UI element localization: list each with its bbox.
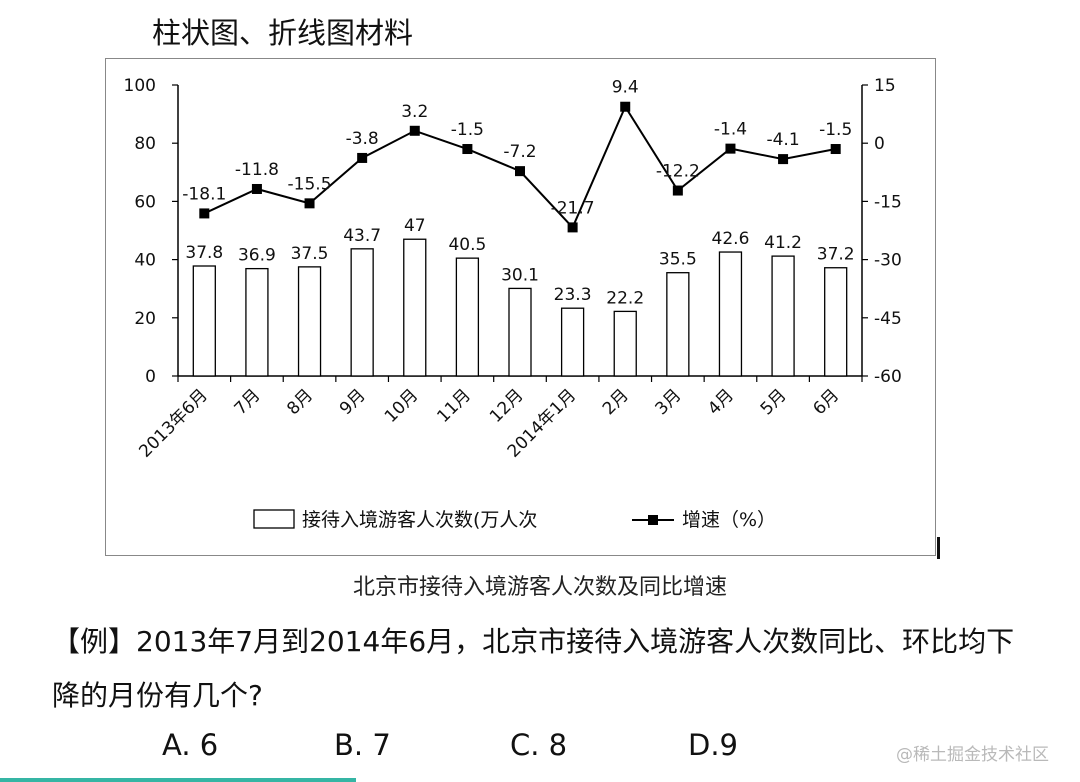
page-heading: 柱状图、折线图材料: [152, 16, 414, 50]
x-category-label: 2013年6月: [135, 385, 211, 461]
x-category-label: 10月: [381, 385, 422, 426]
legend-line-label: 增速（%）: [682, 509, 776, 531]
bar-value-label: 30.1: [501, 265, 539, 285]
question-text: 【例】2013年7月到2014年6月，北京市接待入境游客人次数同比、环比均下降的…: [52, 625, 1015, 712]
growth-value-label: -12.2: [656, 162, 700, 182]
x-category-label: 5月: [757, 385, 791, 419]
watermark: @稀土掘金技术社区: [896, 745, 1049, 765]
bar: [718, 251, 743, 377]
bar-value-label: 40.5: [448, 235, 486, 255]
bar: [508, 287, 532, 377]
bar-value-label: 41.2: [764, 233, 802, 253]
growth-value-label: -1.4: [714, 120, 747, 140]
bar-value-label: 35.5: [659, 250, 697, 270]
right-tick-label: -30: [874, 251, 902, 271]
bottom-accent-line: [0, 778, 356, 782]
bar: [666, 272, 690, 377]
left-tick-label: 60: [134, 192, 156, 212]
bar-value-label: 37.5: [291, 244, 329, 264]
growth-point: [830, 144, 841, 155]
bar: [297, 266, 322, 377]
option-a[interactable]: A. 6: [162, 728, 219, 762]
growth-value-label: 3.2: [401, 102, 428, 122]
growth-point: [672, 185, 683, 196]
left-tick-label: 0: [145, 367, 156, 387]
legend-bar-label: 接待入境游客人次数(万人次: [302, 509, 537, 531]
growth-value-label: -1.5: [451, 120, 484, 140]
bar-value-label: 37.2: [817, 245, 855, 265]
growth-point: [304, 198, 315, 209]
right-tick-label: -60: [874, 367, 902, 387]
growth-value-label: -7.2: [503, 142, 536, 162]
legend-line-marker: [648, 515, 658, 525]
growth-point: [567, 222, 578, 233]
x-category-label: 11月: [433, 385, 474, 426]
growth-value-label: -21.7: [551, 198, 595, 218]
bar: [613, 310, 637, 377]
option-d[interactable]: D.9: [688, 728, 738, 762]
option-b[interactable]: B. 7: [334, 728, 391, 762]
left-tick-label: 80: [134, 134, 156, 154]
bar: [824, 267, 848, 377]
right-tick-label: -45: [874, 309, 902, 329]
growth-point: [357, 152, 368, 163]
growth-point: [515, 166, 525, 177]
bar: [403, 238, 427, 377]
x-category-label: 2月: [599, 385, 633, 419]
bar: [560, 307, 585, 377]
right-tick-label: 0: [874, 134, 885, 154]
growth-value-label: -11.8: [235, 160, 279, 180]
growth-point: [409, 125, 420, 136]
right-tick-label: -15: [874, 192, 902, 212]
bar-value-label: 23.3: [554, 285, 592, 305]
growth-point: [725, 143, 736, 154]
bar-value-label: 42.6: [712, 229, 750, 249]
right-tick-label: 15: [874, 76, 896, 96]
left-tick-label: 20: [134, 309, 156, 329]
chart-caption: 北京市接待入境游客人次数及同比增速: [352, 575, 727, 600]
bar: [350, 248, 374, 377]
growth-point: [251, 183, 262, 194]
bar: [192, 265, 216, 377]
x-category-label: 7月: [231, 385, 265, 419]
bar-value-label: 22.2: [606, 288, 644, 308]
x-category-label: 8月: [283, 385, 317, 419]
growth-point: [778, 154, 789, 165]
x-category-label: 12月: [486, 385, 527, 426]
left-tick-label: 100: [124, 76, 156, 96]
bar-value-label: 43.7: [343, 226, 381, 246]
growth-point: [620, 101, 631, 112]
left-tick-label: 40: [134, 251, 156, 271]
growth-point: [199, 208, 210, 219]
x-category-label: 9月: [336, 385, 370, 419]
growth-value-label: -18.1: [182, 184, 226, 204]
x-category-label: 4月: [704, 385, 738, 419]
bar: [455, 257, 480, 377]
bar: [771, 255, 795, 377]
legend-bar-swatch: [253, 509, 295, 529]
growth-value-label: -4.1: [766, 130, 799, 150]
growth-point: [462, 144, 473, 155]
growth-value-label: -15.5: [288, 174, 332, 194]
text-cursor: [937, 537, 940, 559]
bar-value-label: 47: [404, 216, 426, 236]
chart-frame: [105, 58, 936, 556]
option-c[interactable]: C. 8: [510, 728, 568, 762]
x-category-label: 3月: [652, 385, 686, 419]
bar: [245, 267, 269, 377]
growth-value-label: -1.5: [819, 120, 852, 140]
x-category-label: 6月: [809, 385, 843, 419]
bar-value-label: 37.8: [185, 243, 223, 263]
growth-value-label: -3.8: [346, 129, 379, 149]
growth-value-label: 9.4: [612, 78, 639, 98]
bar-value-label: 36.9: [238, 246, 276, 266]
